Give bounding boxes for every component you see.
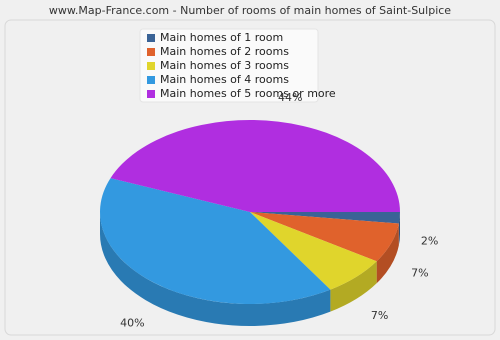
slice bbox=[110, 119, 401, 212]
legend-swatch bbox=[147, 48, 155, 56]
legend-label: Main homes of 5 rooms or more bbox=[160, 87, 336, 100]
chart-title: www.Map-France.com - Number of rooms of … bbox=[49, 4, 451, 17]
slice bbox=[250, 212, 399, 262]
legend-swatch bbox=[147, 34, 155, 42]
slice-label: 7% bbox=[371, 309, 388, 322]
legend-box bbox=[139, 28, 319, 103]
slice-side bbox=[398, 212, 400, 246]
slice-side bbox=[330, 261, 377, 312]
legend-label: Main homes of 1 room bbox=[160, 31, 283, 44]
slice-label: 7% bbox=[411, 266, 428, 279]
legend-label: Main homes of 4 rooms bbox=[160, 73, 289, 86]
slice-side bbox=[376, 223, 399, 284]
slice bbox=[250, 212, 377, 290]
legend-swatch bbox=[147, 76, 155, 84]
legend-swatch bbox=[147, 90, 155, 98]
slice-label: 44% bbox=[278, 91, 302, 104]
legend-label: Main homes of 3 rooms bbox=[160, 59, 289, 72]
slice-side bbox=[100, 212, 331, 326]
legend-swatch bbox=[147, 62, 155, 70]
legend-label: Main homes of 2 rooms bbox=[160, 45, 289, 58]
pie: 2% 7% 7% 40% 44% bbox=[100, 91, 438, 329]
slice bbox=[250, 212, 400, 224]
slice-label: 2% bbox=[421, 234, 438, 247]
slice-label: 40% bbox=[120, 316, 144, 329]
slice bbox=[100, 178, 331, 304]
